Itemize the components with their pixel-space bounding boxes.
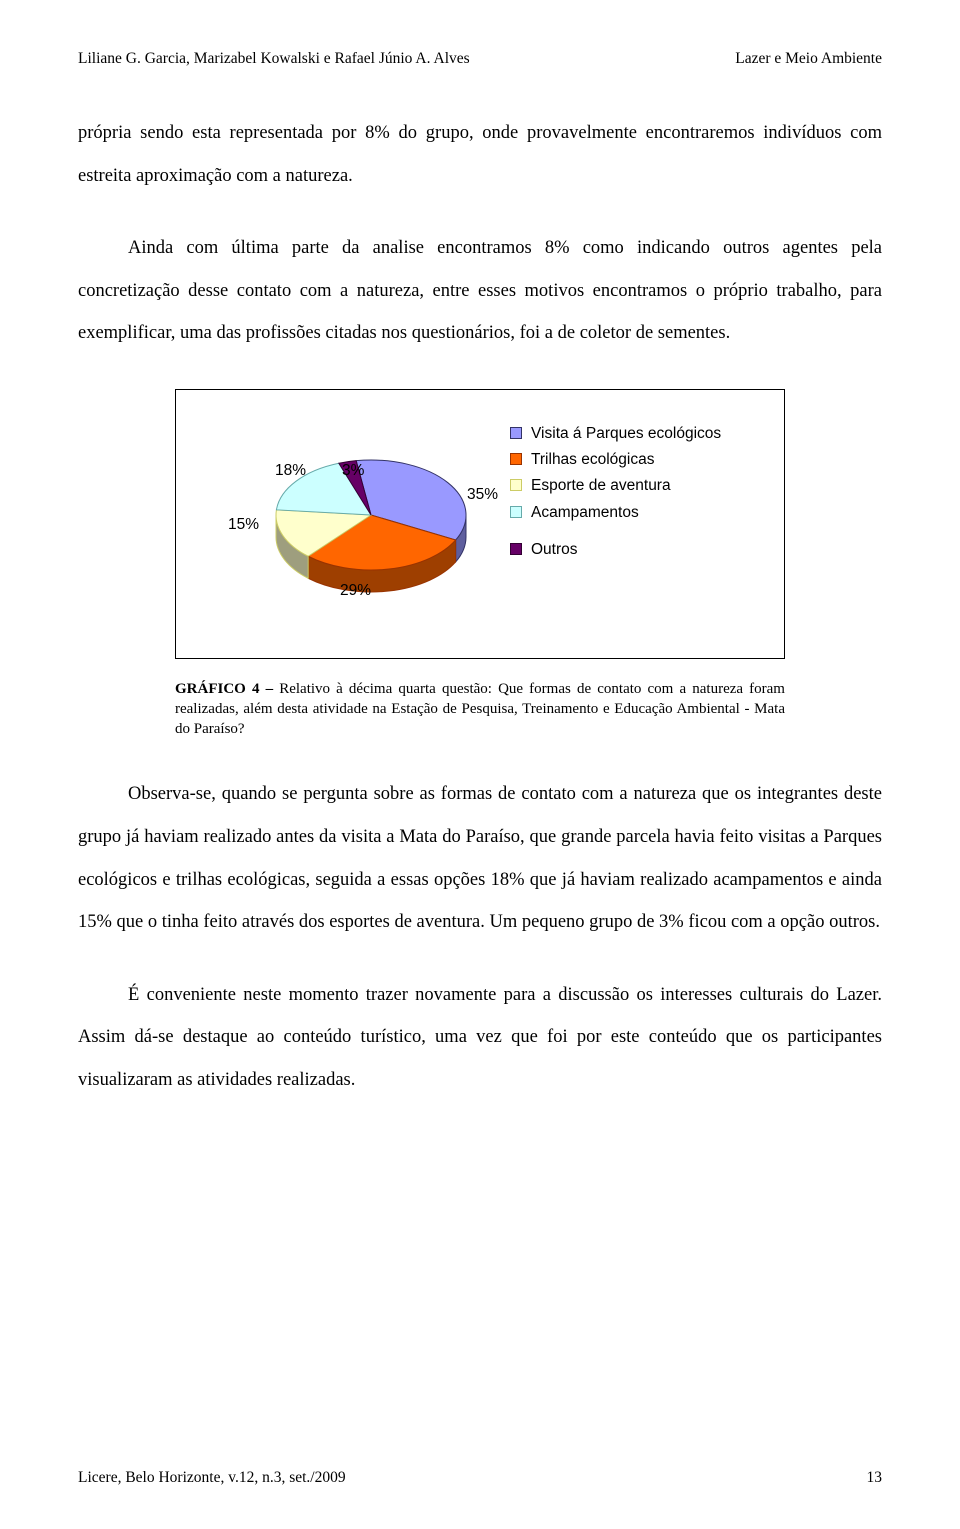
chart-caption: GRÁFICO 4 – Relativo à décima quarta que… [175, 679, 785, 740]
paragraph-3: Observa-se, quando se pergunta sobre as … [78, 773, 882, 943]
legend-label: Visita á Parques ecológicos [531, 424, 721, 443]
pie-percent-label: 35% [467, 486, 498, 504]
pie-percent-label: 3% [342, 462, 364, 480]
running-header: Liliane G. Garcia, Marizabel Kowalski e … [78, 50, 882, 68]
header-author: Liliane G. Garcia, Marizabel Kowalski e … [78, 50, 470, 68]
header-topic: Lazer e Meio Ambiente [735, 50, 882, 68]
para2-first: Ainda com última parte da analise encont… [128, 238, 851, 258]
para3-rest: integrantes deste grupo já haviam realiz… [78, 784, 882, 932]
paragraph-4: É conveniente neste momento trazer novam… [78, 974, 882, 1102]
legend-item: Visita á Parques ecológicos [510, 424, 766, 443]
legend-swatch [510, 427, 522, 439]
footer-citation: Licere, Belo Horizonte, v.12, n.3, set./… [78, 1469, 346, 1487]
running-footer: Licere, Belo Horizonte, v.12, n.3, set./… [78, 1469, 882, 1487]
legend-swatch [510, 453, 522, 465]
para3-first: Observa-se, quando se pergunta sobre as … [128, 784, 757, 804]
pie-percent-label: 15% [228, 516, 259, 534]
para4-first: É conveniente neste momento trazer novam… [128, 985, 739, 1005]
pie-percent-label: 29% [340, 582, 371, 600]
legend-swatch [510, 479, 522, 491]
legend-swatch [510, 543, 522, 555]
legend-item: Outros [510, 540, 766, 559]
paragraph-2: Ainda com última parte da analise encont… [78, 227, 882, 355]
chart-legend: Visita á Parques ecológicos Trilhas ecoló… [506, 420, 766, 640]
footer-pagenumber: 13 [867, 1469, 883, 1487]
legend-item: Acampamentos [510, 503, 766, 522]
legend-label: Trilhas ecológicas [531, 450, 654, 469]
pie-chart: 35% 29% 15% 18% 3% [216, 420, 506, 610]
legend-swatch [510, 506, 522, 518]
legend-label: Acampamentos [531, 503, 639, 522]
legend-item: Esporte de aventura [510, 476, 766, 495]
legend-item: Trilhas ecológicas [510, 450, 766, 469]
pie-percent-label: 18% [275, 462, 306, 480]
paragraph-1: própria sendo esta representada por 8% d… [78, 112, 882, 197]
chart-container: 35% 29% 15% 18% 3% Visita á Parques ecológic… [175, 389, 785, 659]
caption-bold: GRÁFICO 4 – [175, 681, 279, 697]
legend-label: Esporte de aventura [531, 476, 671, 495]
legend-label: Outros [531, 540, 578, 559]
